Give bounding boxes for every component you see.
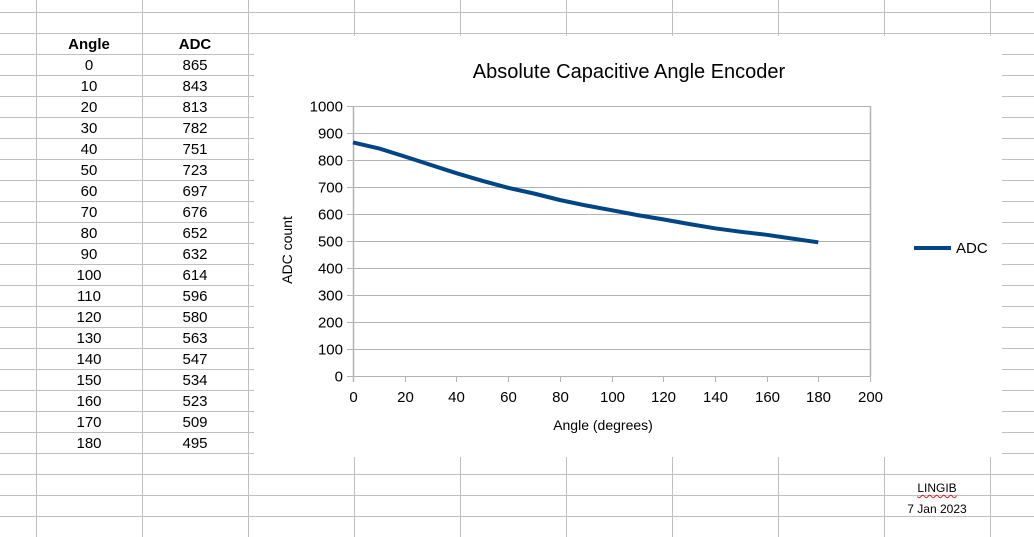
gridlines xyxy=(347,106,870,377)
author-text: LINGIB xyxy=(917,481,957,495)
cell-angle[interactable]: 70 xyxy=(80,204,98,221)
legend-label-adc: ADC xyxy=(956,240,988,257)
cell-adc[interactable]: 865 xyxy=(182,57,208,74)
author-cell[interactable]: LINGIB xyxy=(884,478,990,499)
cell-adc[interactable]: 509 xyxy=(182,414,208,431)
y-tick-label: 200 xyxy=(318,315,343,332)
y-tick-label: 600 xyxy=(318,207,343,224)
cell-adc[interactable]: 580 xyxy=(182,309,208,326)
cell-adc[interactable]: 676 xyxy=(182,204,208,221)
x-tick-label: 0 xyxy=(349,389,357,406)
y-tick-label: 700 xyxy=(318,180,343,197)
x-tick-label: 60 xyxy=(500,389,517,406)
y-tick-label: 100 xyxy=(318,342,343,359)
x-tick-label: 160 xyxy=(755,389,780,406)
y-tick-label: 800 xyxy=(318,153,343,170)
cell-angle[interactable]: 90 xyxy=(80,246,98,263)
axes xyxy=(352,106,872,382)
cell-angle[interactable]: 120 xyxy=(76,309,102,326)
x-tick-label: 80 xyxy=(552,389,569,406)
legend: ADC xyxy=(914,240,988,257)
cell-angle[interactable]: 160 xyxy=(76,393,102,410)
column-header-angle[interactable]: Angle xyxy=(68,36,110,53)
cell-adc[interactable]: 596 xyxy=(182,288,208,305)
cell-adc[interactable]: 563 xyxy=(182,330,208,347)
cell-angle[interactable]: 60 xyxy=(80,183,98,200)
y-axis-label: ADC count xyxy=(279,216,295,284)
x-tick-label: 180 xyxy=(806,389,831,406)
cell-adc[interactable]: 782 xyxy=(182,120,208,137)
x-tick-label: 40 xyxy=(448,389,465,406)
cell-adc[interactable]: 813 xyxy=(182,99,208,116)
cell-angle[interactable]: 110 xyxy=(77,288,101,305)
cell-angle[interactable]: 0 xyxy=(84,57,94,74)
cell-angle[interactable]: 30 xyxy=(80,120,98,137)
x-axis-ticks: 0 20 40 60 80 100 120 140 160 180 200 xyxy=(349,376,883,406)
x-tick-label: 100 xyxy=(600,389,625,406)
cell-angle[interactable]: 140 xyxy=(76,351,102,368)
cell-adc[interactable]: 723 xyxy=(182,162,208,179)
cell-angle[interactable]: 20 xyxy=(80,99,98,116)
cell-angle[interactable]: 10 xyxy=(80,78,98,95)
line-chart: Absolute Capacitive Angle Encoder 0 100 20… xyxy=(279,61,988,433)
cell-angle[interactable]: 130 xyxy=(76,330,102,347)
y-tick-label: 900 xyxy=(318,126,343,143)
y-tick-label: 500 xyxy=(318,234,343,251)
cell-adc[interactable]: 495 xyxy=(182,435,208,452)
chart[interactable]: Absolute Capacitive Angle Encoder 0 100 20… xyxy=(254,36,1002,457)
cell-angle[interactable]: 40 xyxy=(80,141,98,158)
series-line-adc xyxy=(352,140,819,245)
cell-angle[interactable]: 180 xyxy=(76,435,102,452)
cell-adc[interactable]: 523 xyxy=(182,393,208,410)
cell-adc[interactable]: 843 xyxy=(182,78,208,95)
cell-angle[interactable]: 170 xyxy=(76,414,102,431)
x-tick-label: 120 xyxy=(651,389,676,406)
cell-angle[interactable]: 100 xyxy=(76,267,102,284)
y-tick-label: 400 xyxy=(318,261,343,278)
y-tick-label: 1000 xyxy=(310,99,343,116)
x-axis-label: Angle (degrees) xyxy=(553,417,653,433)
x-tick-label: 140 xyxy=(703,389,728,406)
x-tick-label: 20 xyxy=(397,389,414,406)
cell-angle[interactable]: 150 xyxy=(76,372,102,389)
cell-adc[interactable]: 652 xyxy=(182,225,208,242)
y-tick-label: 300 xyxy=(318,288,343,305)
column-header-adc[interactable]: ADC xyxy=(178,36,212,53)
y-axis-ticks: 0 100 200 300 400 500 600 700 800 900 1000 xyxy=(310,99,343,386)
cell-adc[interactable]: 632 xyxy=(182,246,208,263)
cell-adc[interactable]: 547 xyxy=(182,351,208,368)
cell-adc[interactable]: 614 xyxy=(182,267,208,284)
date-cell[interactable]: 7 Jan 2023 xyxy=(907,502,967,516)
chart-title: Absolute Capacitive Angle Encoder xyxy=(473,61,786,83)
cell-angle[interactable]: 50 xyxy=(80,162,98,179)
y-tick-label: 0 xyxy=(335,369,343,386)
cell-adc[interactable]: 697 xyxy=(182,183,208,200)
cell-adc[interactable]: 751 xyxy=(182,141,208,158)
x-tick-label: 200 xyxy=(858,389,883,406)
cell-adc[interactable]: 534 xyxy=(182,372,208,389)
cell-angle[interactable]: 80 xyxy=(80,225,98,242)
